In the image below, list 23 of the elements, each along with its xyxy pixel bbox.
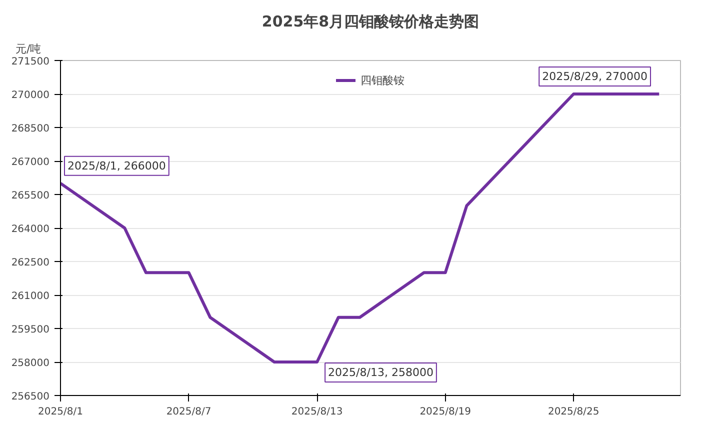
legend-label: 四钼酸铵 <box>360 72 404 88</box>
y-tick-label: 264000 <box>11 224 50 235</box>
chart-title: 2025年8月四钼酸铵价格走势图 <box>262 12 480 30</box>
y-tick-label: 262500 <box>11 258 50 268</box>
y-tick-label: 261000 <box>11 291 50 302</box>
x-tick-label: 2025/8/1 <box>38 406 83 418</box>
line-series <box>60 92 661 364</box>
y-tick-label: 258000 <box>11 358 50 369</box>
x-tick-label: 2025/8/25 <box>548 406 600 418</box>
y-tick-label: 268500 <box>11 124 50 134</box>
y-tick-label: 259500 <box>11 324 50 336</box>
y-tick-label: 270000 <box>11 90 50 101</box>
y-tick-label: 271500 <box>11 56 50 68</box>
y-tick-label: 267000 <box>11 157 50 168</box>
annotation: 2025/8/1, 266000 <box>68 159 166 172</box>
annotation: 2025/8/13, 258000 <box>328 366 434 379</box>
x-tick-label: 2025/8/7 <box>166 406 212 418</box>
x-tick-label: 2025/8/13 <box>291 406 343 418</box>
x-tick-label: 2025/8/19 <box>420 406 471 418</box>
annotation: 2025/8/29, 270000 <box>542 70 648 83</box>
y-axis-title: 元/吨 <box>16 42 42 56</box>
y-tick-label: 265500 <box>11 190 50 202</box>
y-tick-label: 256500 <box>11 392 50 402</box>
